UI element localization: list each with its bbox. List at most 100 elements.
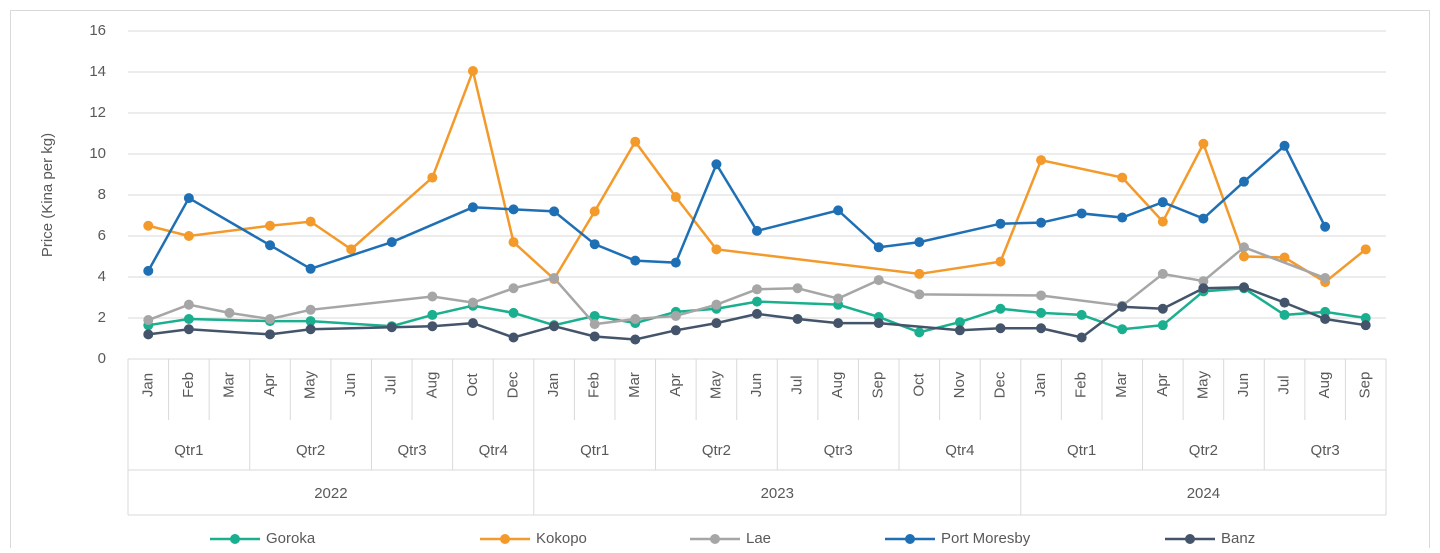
data-point [1238, 251, 1249, 262]
legend-marker [230, 534, 240, 544]
x-tick-label: Jun [748, 373, 765, 397]
x-tick-label: Feb [586, 372, 603, 398]
data-point [427, 291, 438, 302]
data-point [630, 255, 641, 266]
x-tick-label: Sep [870, 372, 887, 399]
data-point [752, 308, 762, 319]
series-line [147, 245, 1326, 326]
year-label: 2023 [761, 485, 794, 502]
data-point [1238, 242, 1249, 253]
data-point [1320, 306, 1331, 317]
data-point [1036, 323, 1047, 334]
data-point [1279, 309, 1290, 320]
series-line [147, 66, 1367, 284]
legend-marker [1185, 534, 1195, 544]
data-point [792, 283, 803, 294]
data-point [1157, 320, 1168, 331]
data-point [183, 324, 194, 335]
x-tick-label: Aug [829, 372, 846, 399]
x-tick-label: Mar [220, 372, 237, 398]
data-point [508, 307, 519, 318]
y-tick-label: 12 [89, 104, 106, 121]
x-tick-label: Jul [383, 375, 400, 394]
data-point [1117, 212, 1128, 223]
data-point [1238, 176, 1249, 187]
data-point [305, 324, 316, 335]
data-point [833, 318, 844, 329]
x-tick-label: May [1194, 370, 1211, 399]
data-point [427, 172, 438, 183]
series-line [148, 286, 1366, 334]
data-point [711, 299, 722, 310]
data-point [1076, 309, 1087, 320]
quarter-label: Qtr3 [824, 442, 853, 459]
data-point [1320, 221, 1331, 232]
x-tick-label: Oct [910, 373, 927, 397]
legend-label: Lae [746, 530, 771, 547]
x-tick-label: Apr [261, 373, 278, 396]
legend-marker [905, 534, 915, 544]
x-tick-label: Oct [464, 373, 481, 397]
x-tick-label: Aug [423, 372, 440, 399]
data-point [183, 193, 194, 204]
data-point [467, 297, 478, 308]
quarter-label: Qtr3 [1311, 442, 1340, 459]
data-point [1320, 273, 1331, 284]
data-point [508, 204, 519, 215]
data-point [873, 242, 884, 253]
data-point [224, 307, 235, 318]
legend-label: Kokopo [536, 530, 587, 547]
y-tick-label: 0 [98, 350, 106, 367]
data-point [1036, 307, 1047, 318]
data-point [467, 202, 478, 213]
y-tick-label: 8 [98, 186, 106, 203]
data-point [752, 296, 762, 307]
quarter-label: Qtr2 [296, 442, 325, 459]
legend-marker [500, 534, 510, 544]
data-point [183, 299, 194, 310]
x-tick-label: Nov [951, 371, 968, 398]
x-tick-label: Sep [1357, 372, 1374, 399]
y-tick-label: 16 [89, 22, 106, 39]
data-point [143, 265, 154, 276]
data-point [549, 273, 560, 284]
data-point [183, 231, 194, 241]
data-point [1157, 216, 1168, 227]
data-point [265, 220, 276, 231]
data-point [1279, 252, 1290, 263]
data-point [508, 283, 519, 294]
data-point [670, 257, 681, 268]
x-tick-label: Feb [180, 372, 197, 398]
data-point [427, 309, 438, 320]
data-point [265, 240, 276, 251]
data-point [589, 239, 600, 250]
x-tick-label: Dec [504, 371, 521, 398]
data-point [305, 216, 316, 227]
x-tick-label: Mar [626, 372, 643, 398]
data-point [265, 329, 276, 340]
data-point [1157, 268, 1168, 279]
x-tick-label: Jul [789, 375, 806, 394]
data-point [143, 315, 154, 326]
data-point [1198, 283, 1209, 294]
data-point [589, 310, 600, 321]
x-tick-label: Apr [1154, 373, 1171, 396]
data-point [386, 322, 397, 333]
data-point [1157, 303, 1168, 314]
data-point [589, 319, 600, 330]
data-point [1117, 324, 1128, 335]
data-point [630, 314, 641, 325]
data-point [873, 318, 884, 329]
data-point [670, 310, 681, 321]
data-point [1279, 297, 1290, 308]
data-point [346, 244, 357, 255]
quarter-label: Qtr2 [702, 442, 731, 459]
data-point [1198, 138, 1209, 149]
y-axis-label: Price (Kina per kg) [39, 133, 56, 257]
y-tick-label: 6 [98, 227, 106, 244]
data-point [833, 293, 844, 304]
data-point [549, 321, 560, 332]
quarter-label: Qtr1 [1067, 442, 1096, 459]
quarter-label: Qtr4 [945, 442, 974, 459]
data-point [1157, 197, 1168, 208]
